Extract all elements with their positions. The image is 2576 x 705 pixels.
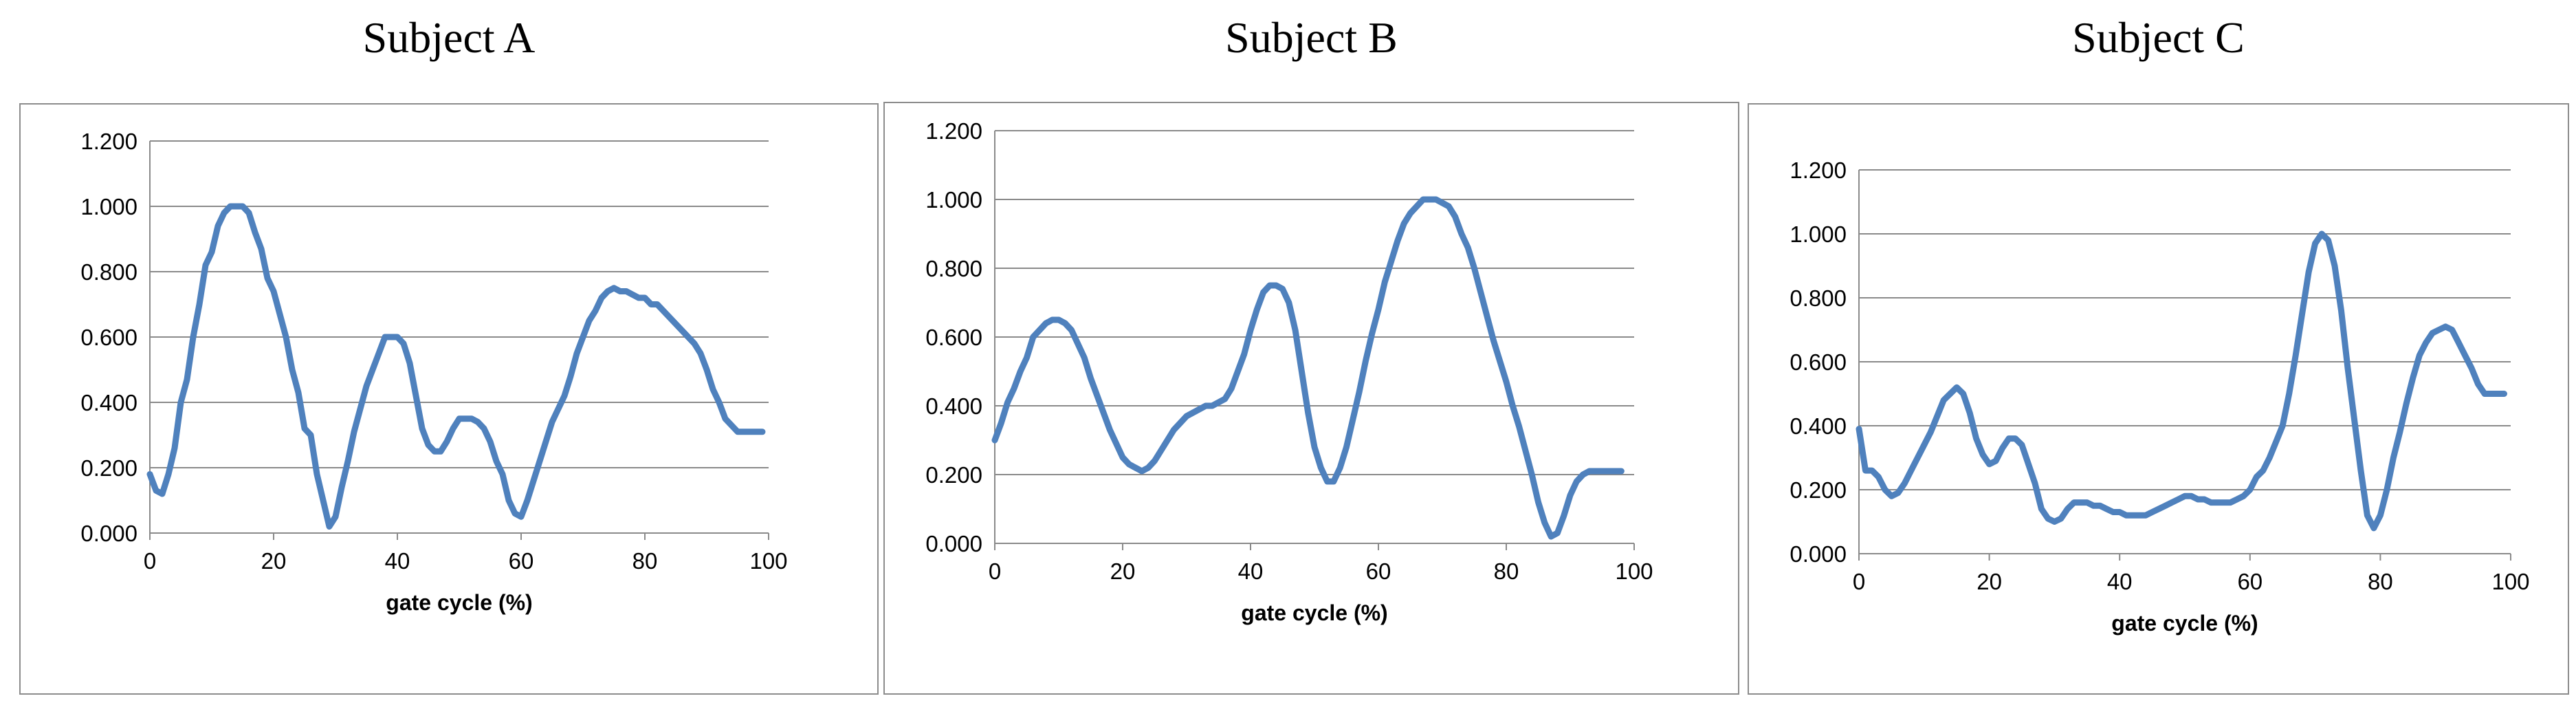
y-tick-label-a-1: 0.200 [80,455,137,481]
y-tick-label-a-5: 1.000 [80,194,137,219]
chart-title-c: Subject C [2072,13,2245,62]
chart-frame-a [19,103,879,695]
x-tick-label-b-1: 20 [1110,558,1136,584]
x-tick-label-b-0: 0 [989,558,1001,584]
x-axis-label-c: gate cycle (%) [2111,611,2258,636]
x-tick-label-a-0: 0 [144,548,156,574]
chart-b: 0.000 0.200 0.400 0.600 0.800 1.000 1.200 0 20 40… [925,118,1653,625]
x-axis-label-a: gate cycle (%) [386,590,532,615]
x-tick-label-b-4: 80 [1494,558,1519,584]
x-tick-label-c-1: 20 [1977,569,2002,594]
x-tick-label-b-3: 60 [1366,558,1391,584]
y-tick-label-a-4: 0.800 [80,259,137,285]
y-tick-label-b-4: 0.800 [925,256,982,281]
y-tick-label-b-1: 0.200 [925,462,982,488]
series-line-b-0 [991,196,1625,540]
x-tick-label-c-4: 80 [2368,569,2393,594]
x-tick-label-a-4: 80 [632,548,658,574]
x-tick-label-c-3: 60 [2237,569,2263,594]
chart-panel-a: Subject A 0.000 0.200 0.400 0.600 0.800 1.000… [19,0,879,705]
y-tick-label-b-3: 0.600 [925,325,982,350]
y-tick-label-c-2: 0.400 [1790,413,1847,439]
x-tick-label-b-2: 40 [1238,558,1264,584]
x-axis-label-b: gate cycle (%) [1241,600,1387,625]
chart-frame-c [1748,103,2569,695]
x-tick-label-c-0: 0 [1853,569,1865,594]
y-tick-label-b-5: 1.000 [925,187,982,213]
y-tick-label-c-4: 0.800 [1790,285,1847,311]
series-line-c-0 [1856,230,2507,532]
chart-title-b: Subject B [1225,13,1398,62]
y-tick-label-a-3: 0.600 [80,325,137,350]
y-tick-label-c-3: 0.600 [1790,349,1847,375]
y-tick-label-c-1: 0.200 [1790,477,1847,503]
y-tick-label-b-0: 0.000 [925,531,982,556]
y-tick-label-c-6: 1.200 [1790,158,1847,183]
chart-panel-c: Subject C 0.000 0.200 0.400 0.600 0.800 1.000… [1748,0,2569,705]
x-tick-label-b-5: 100 [1615,558,1653,584]
y-tick-label-c-5: 1.000 [1790,221,1847,247]
series-line-a-0 [146,203,766,530]
x-tick-label-c-5: 100 [2491,569,2529,594]
y-tick-label-c-0: 0.000 [1790,541,1847,567]
chart-title-a: Subject A [362,13,536,62]
x-tick-label-a-1: 20 [261,548,287,574]
x-tick-label-c-2: 40 [2107,569,2133,594]
y-tick-label-a-0: 0.000 [80,521,137,546]
chart-panel-b: Subject B 0.000 0.200 0.400 0.600 0.800 1.000… [883,0,1739,705]
y-tick-label-a-6: 1.200 [80,129,137,154]
x-tick-label-a-5: 100 [749,548,787,574]
y-tick-label-a-2: 0.400 [80,390,137,415]
chart-c: 0.000 0.200 0.400 0.600 0.800 1.000 1.200 0 20 40… [1790,158,2529,636]
y-tick-label-b-2: 0.400 [925,393,982,419]
y-tick-label-b-6: 1.200 [925,118,982,144]
x-tick-label-a-3: 60 [509,548,534,574]
chart-a: 0.000 0.200 0.400 0.600 0.800 1.000 1.200 0 20 40… [80,129,787,615]
x-tick-label-a-2: 40 [385,548,410,574]
chart-frame-b [883,102,1739,695]
